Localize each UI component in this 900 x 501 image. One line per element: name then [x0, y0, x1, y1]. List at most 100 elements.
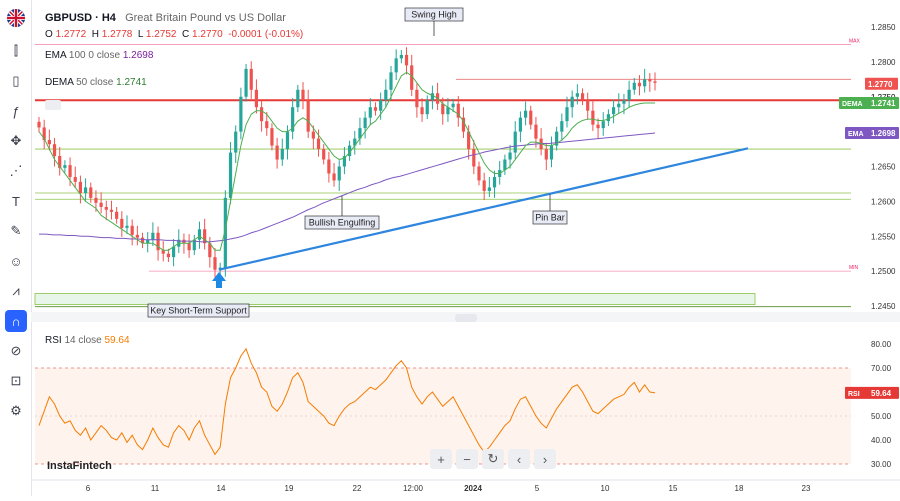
- price-tick-label: 1.2650: [871, 163, 896, 172]
- dema-line: [38, 71, 655, 251]
- candle-body: [643, 79, 647, 87]
- candle-body: [529, 110, 533, 125]
- max-label: MAX: [849, 38, 861, 44]
- price-tick-label: 1.2800: [871, 58, 896, 67]
- candle-body: [301, 89, 305, 101]
- rsi-tick-label: 70.00: [871, 364, 892, 373]
- candle-body: [518, 117, 523, 132]
- rsi-tick-label: 50.00: [871, 412, 892, 421]
- text-tool-icon[interactable]: T: [12, 193, 20, 209]
- scroll-right-icon[interactable]: ›: [534, 449, 556, 469]
- last-price-badge: 1.2770: [868, 80, 893, 89]
- candle-body: [482, 180, 486, 191]
- candle-body: [275, 145, 279, 160]
- low-label: L: [137, 29, 144, 40]
- candle-body: [270, 128, 274, 146]
- time-tick-label: 12:00: [403, 484, 424, 493]
- rsi-params: 14 close: [64, 335, 102, 346]
- candle-body: [130, 225, 134, 235]
- hide-drawings-icon[interactable]: ⊘: [10, 343, 22, 358]
- candle-body: [513, 131, 517, 153]
- zoom-out-icon[interactable]: −: [456, 449, 478, 469]
- candle-body: [368, 107, 372, 118]
- candle-body: [94, 197, 98, 203]
- chart-area[interactable]: MAX MIN Swing High Bullish Engulfing Pin Bar…: [31, 0, 900, 496]
- candle-body: [456, 103, 460, 118]
- candle-body: [125, 225, 129, 228]
- candle-body: [316, 138, 321, 150]
- open-label: O: [45, 29, 53, 40]
- candles-icon[interactable]: ▯: [12, 73, 20, 88]
- emoji-icon[interactable]: ☺: [9, 253, 23, 269]
- brush-icon[interactable]: ✎: [10, 223, 22, 238]
- zoom-controls: + − ↻ ‹ ›: [430, 449, 556, 469]
- candle-body: [89, 187, 93, 198]
- chart-type-icon[interactable]: ⫿: [13, 43, 19, 58]
- ohlc-legend: O 1.2772 H 1.2778 L 1.2752 C 1.2770 -0.0…: [45, 29, 303, 40]
- candle-body: [311, 131, 315, 139]
- rsi-line: [38, 347, 656, 456]
- lock-icon[interactable]: ⊡: [10, 373, 22, 388]
- candle-body: [549, 145, 554, 160]
- dema-legend[interactable]: DEMA 50 close 1.2741: [45, 77, 147, 88]
- candle-body: [213, 257, 217, 270]
- candle-body: [171, 246, 176, 258]
- scroll-left-icon[interactable]: ‹: [508, 449, 530, 469]
- time-tick-label: 6: [86, 484, 91, 493]
- candle-body: [203, 229, 207, 244]
- key-support-label: Key Short-Term Support: [150, 306, 247, 316]
- price-chart[interactable]: MAX MIN Swing High Bullish Engulfing Pin Bar…: [31, 0, 900, 496]
- candle-body: [37, 121, 41, 128]
- symbol-legend: GBPUSD · H4 Great Britain Pound vs US Do…: [45, 12, 286, 24]
- settings-icon[interactable]: ⚙: [10, 403, 22, 418]
- candle-body: [358, 128, 362, 139]
- pane-splitter[interactable]: [455, 314, 477, 322]
- rsi-legend[interactable]: RSI 14 close 59.64: [45, 335, 130, 346]
- candle-body: [47, 139, 51, 145]
- rsi-badge-label: RSI: [848, 391, 860, 398]
- candle-body: [104, 206, 108, 210]
- magnet-icon[interactable]: ∩: [5, 310, 27, 332]
- zoom-in-icon[interactable]: +: [430, 449, 452, 469]
- ema-legend[interactable]: EMA 100 0 close 1.2698: [45, 50, 153, 61]
- fib-tool-icon[interactable]: ⋰: [9, 163, 23, 178]
- ema-params: 100 0 close: [68, 50, 121, 61]
- candle-body: [254, 89, 259, 108]
- candle-body: [560, 121, 564, 132]
- dema-badge-label: DEMA: [842, 101, 863, 108]
- candle-body: [415, 89, 419, 108]
- candle-body: [410, 65, 414, 90]
- dema-badge-value: 1.2741: [871, 99, 896, 108]
- candle-body: [503, 159, 507, 170]
- min-label: MIN: [849, 265, 859, 271]
- candle-body: [622, 100, 626, 104]
- candle-body: [58, 156, 62, 168]
- pattern-icon[interactable]: ⩘: [12, 283, 20, 298]
- time-tick-label: 2024: [464, 484, 482, 493]
- crosshair-icon[interactable]: ✥: [10, 133, 22, 148]
- candle-body: [399, 54, 403, 59]
- candle-body: [544, 149, 548, 160]
- candle-body: [140, 237, 145, 244]
- ema-badge-value: 1.2698: [871, 129, 896, 138]
- time-tick-label: 10: [601, 484, 610, 493]
- left-toolbar: ⫿ ▯ ƒ ✥ ⋰ T ✎ ☺ ⩘ ∩ ⊘ ⊡ ⚙: [0, 0, 32, 496]
- candle-body: [446, 107, 450, 115]
- time-tick-label: 15: [669, 484, 678, 493]
- reset-icon[interactable]: ↻: [482, 449, 504, 469]
- gb-flag-icon: [7, 9, 25, 27]
- up-arrow-icon: [212, 272, 226, 288]
- time-tick-label: 11: [151, 484, 160, 493]
- dema-params: 50 close: [76, 77, 114, 88]
- candle-body: [472, 149, 476, 167]
- candle-body: [109, 209, 114, 212]
- candle-body: [627, 89, 631, 101]
- candle-body: [632, 82, 636, 90]
- candle-body: [99, 202, 103, 207]
- rsi-name: RSI: [45, 335, 62, 346]
- indicators-icon[interactable]: ƒ: [12, 103, 20, 119]
- candle-body: [441, 103, 445, 115]
- price-tick-label: 1.2550: [871, 232, 896, 241]
- candle-body: [63, 165, 67, 168]
- rsi-tick-label: 40.00: [871, 436, 892, 445]
